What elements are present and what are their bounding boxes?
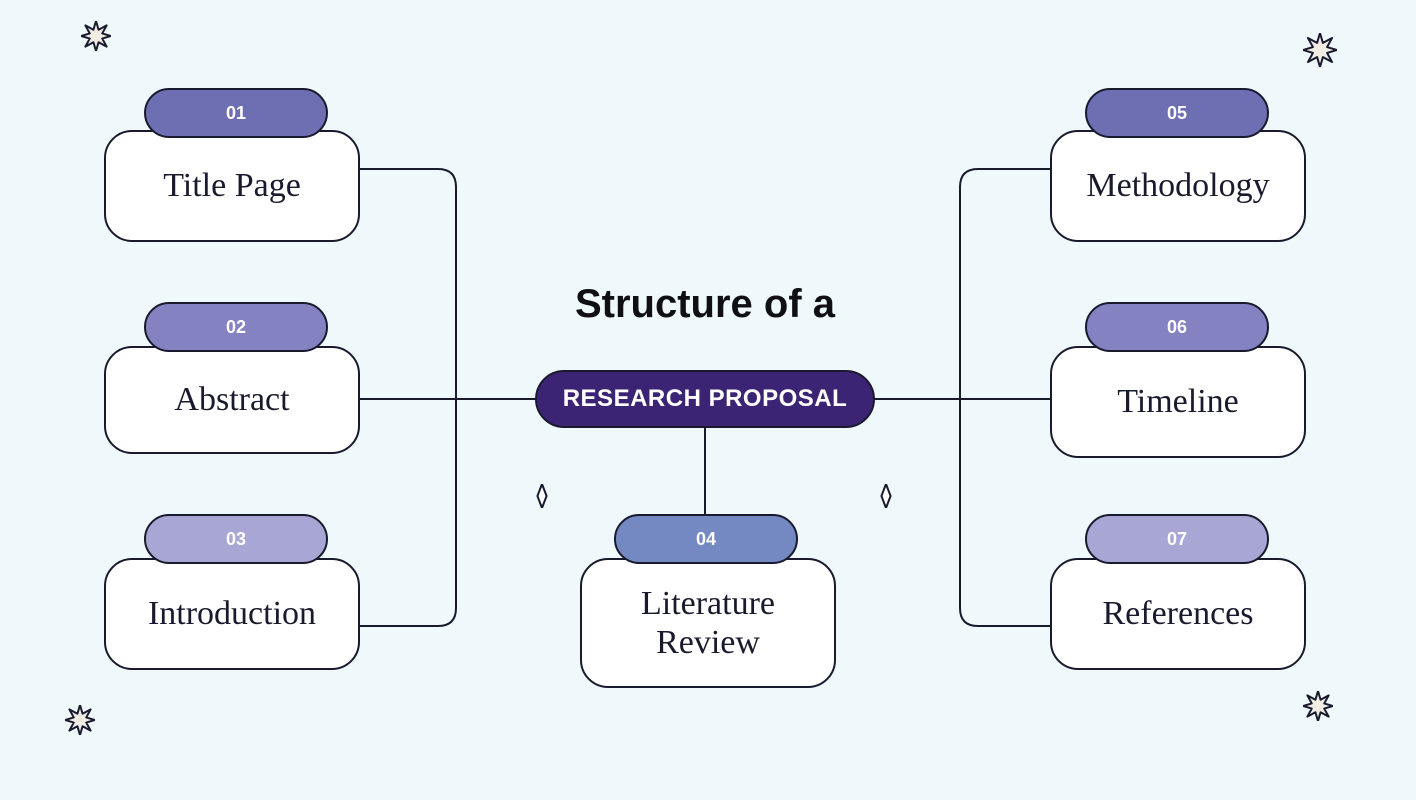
- node-box: Title Page: [104, 130, 360, 242]
- node-number: 03: [226, 529, 246, 550]
- node-box: Abstract: [104, 346, 360, 454]
- node-label: Introduction: [148, 594, 316, 633]
- node-number: 01: [226, 103, 246, 124]
- node-box: Timeline: [1050, 346, 1306, 458]
- node-box: Methodology: [1050, 130, 1306, 242]
- diagram-canvas: Structure of a RESEARCH PROPOSAL Title P…: [0, 0, 1416, 800]
- node-label: Literature Review: [641, 584, 775, 662]
- node-label: Title Page: [163, 166, 301, 205]
- title-block: Structure of a: [455, 282, 955, 327]
- star8-icon: [81, 21, 111, 51]
- diamond-icon: [874, 484, 898, 508]
- node-label: Abstract: [174, 380, 289, 419]
- star8-icon: [65, 705, 95, 735]
- node-number-pill: 01: [144, 88, 328, 138]
- node-number-pill: 07: [1085, 514, 1269, 564]
- node-box: Literature Review: [580, 558, 836, 688]
- node-number: 04: [696, 529, 716, 550]
- center-pill-label: RESEARCH PROPOSAL: [563, 385, 848, 413]
- node-number-pill: 02: [144, 302, 328, 352]
- node-box: Introduction: [104, 558, 360, 670]
- node-label: References: [1102, 594, 1253, 633]
- star8-icon: [1303, 33, 1337, 67]
- star8-icon: [1303, 691, 1333, 721]
- node-number-pill: 05: [1085, 88, 1269, 138]
- node-number: 02: [226, 317, 246, 338]
- node-number-pill: 03: [144, 514, 328, 564]
- node-number: 06: [1167, 317, 1187, 338]
- node-box: References: [1050, 558, 1306, 670]
- node-number: 05: [1167, 103, 1187, 124]
- node-number-pill: 04: [614, 514, 798, 564]
- node-number: 07: [1167, 529, 1187, 550]
- title-line-1: Structure of a: [455, 282, 955, 327]
- node-label: Timeline: [1117, 382, 1239, 421]
- center-pill: RESEARCH PROPOSAL: [535, 370, 875, 428]
- diamond-icon: [530, 484, 554, 508]
- node-label: Methodology: [1086, 166, 1269, 205]
- node-number-pill: 06: [1085, 302, 1269, 352]
